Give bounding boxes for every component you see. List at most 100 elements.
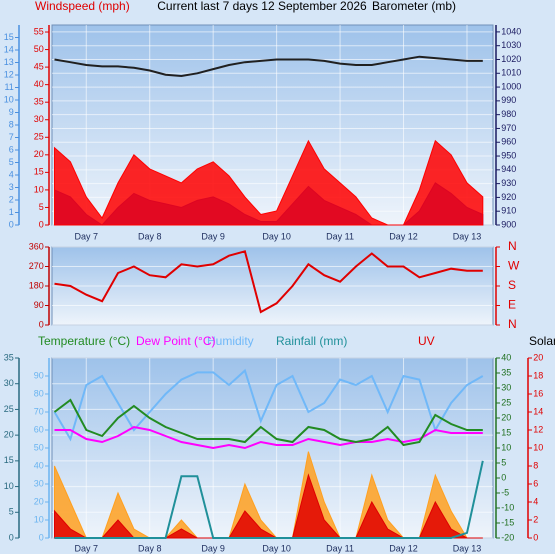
y-tick-label: 10 — [34, 184, 44, 194]
y-tick-label: 15 — [501, 427, 511, 437]
y-tick-label: 14 — [4, 44, 14, 54]
y-tick-label: 25 — [501, 397, 511, 407]
y-tick-label: 8 — [533, 460, 538, 470]
y-tick-label: 1010 — [501, 68, 521, 78]
y-tick-label: 5 — [9, 157, 14, 167]
y-tick-label: 18 — [533, 370, 543, 380]
y-tick-label: 1040 — [501, 26, 521, 36]
y-tick-label: 25 — [34, 132, 44, 142]
y-tick-label: 1030 — [501, 40, 521, 50]
y-tick-label: 30 — [34, 478, 44, 488]
y-tick-label: N — [508, 239, 517, 253]
y-tick-label: N — [508, 317, 517, 331]
y-tick-label: 55 — [34, 26, 44, 36]
y-tick-label: 0 — [533, 532, 538, 542]
y-tick-label: 900 — [501, 219, 516, 229]
y-tick-label: E — [508, 298, 516, 312]
y-tick-label: 10 — [501, 442, 511, 452]
y-tick-label: 5 — [501, 457, 506, 467]
y-tick-label: 30 — [501, 382, 511, 392]
y-tick-label: 10 — [4, 481, 14, 491]
x-tick-label: Day 10 — [262, 231, 291, 241]
y-tick-label: 0 — [39, 219, 44, 229]
y-tick-label: 0 — [39, 319, 44, 329]
y-tick-label: 0 — [9, 219, 14, 229]
legend-label: Dew Point (°C) — [136, 334, 215, 348]
legend-label: Temperature (°C) — [38, 334, 130, 348]
y-tick-label: 5 — [39, 202, 44, 212]
line — [54, 250, 483, 314]
y-tick-label: 920 — [501, 192, 516, 202]
y-tick-label: 2 — [9, 194, 14, 204]
y-tick-label: 2 — [533, 514, 538, 524]
y-tick-label: 25 — [4, 404, 14, 414]
x-tick-label: Day 11 — [326, 543, 354, 553]
y-tick-label: 50 — [34, 44, 44, 54]
y-tick-label: 30 — [4, 378, 14, 388]
y-tick-label: 6 — [533, 478, 538, 488]
y-tick-label: 20 — [4, 430, 14, 440]
y-tick-label: 10 — [533, 442, 543, 452]
y-tick-label: S — [508, 278, 516, 292]
legend-label: Solar — [529, 334, 555, 348]
y-tick-label: 20 — [533, 352, 543, 362]
y-tick-label: 180 — [29, 280, 44, 290]
y-tick-label: -20 — [501, 532, 514, 542]
x-tick-label: Day 7 — [75, 543, 99, 553]
line — [54, 460, 484, 539]
y-tick-label: 970 — [501, 123, 516, 133]
y-tick-label: 1020 — [501, 54, 521, 64]
y-tick-label: 0 — [501, 472, 506, 482]
line — [53, 398, 483, 447]
y-tick-label: 10 — [34, 514, 44, 524]
x-tick-label: Day 8 — [138, 543, 162, 553]
y-tick-label: 9 — [9, 107, 14, 117]
y-tick-label: 45 — [34, 61, 44, 71]
y-tick-label: 3 — [9, 182, 14, 192]
plot-area — [51, 357, 494, 539]
line — [54, 425, 483, 450]
y-tick-label: 7 — [9, 132, 14, 142]
y-tick-label: 5 — [9, 507, 14, 517]
y-tick-label: 40 — [34, 460, 44, 470]
x-tick-label: Day 7 — [75, 231, 99, 241]
y2-axis-label: Barometer (mb) — [372, 0, 456, 13]
y-tick-label: 35 — [501, 367, 511, 377]
y-tick-label: 11 — [4, 82, 13, 92]
x-tick-label: Day 12 — [389, 231, 418, 241]
chart-title: Current last 7 days 12 September 2026 — [157, 0, 367, 13]
y-tick-label: 940 — [501, 164, 516, 174]
y-tick-label: 12 — [533, 424, 543, 434]
y-tick-label: 40 — [501, 352, 511, 362]
y-axis-label: Windspeed (mph) — [35, 0, 130, 13]
legend-label: Humidity — [207, 334, 254, 348]
y-tick-label: 8 — [9, 119, 14, 129]
y-tick-label: 910 — [501, 206, 516, 216]
y-tick-label: 20 — [34, 496, 44, 506]
y-tick-label: 90 — [34, 370, 44, 380]
line — [54, 55, 483, 78]
y-tick-label: 15 — [4, 32, 14, 42]
area — [54, 139, 484, 226]
y-tick-label: 35 — [34, 97, 44, 107]
y-tick-label: 1000 — [501, 81, 521, 91]
y-tick-label: 70 — [34, 406, 44, 416]
y-tick-label: 10 — [4, 94, 14, 104]
y-tick-label: -5 — [501, 487, 509, 497]
y-tick-label: 80 — [34, 388, 44, 398]
y-tick-label: 990 — [501, 95, 516, 105]
x-tick-label: Day 8 — [138, 231, 162, 241]
x-tick-label: Day 10 — [262, 543, 291, 553]
y-tick-label: 1 — [9, 207, 14, 217]
x-tick-label: Day 12 — [389, 543, 418, 553]
y-tick-label: 270 — [29, 261, 44, 271]
legend-label: UV — [418, 334, 435, 348]
x-tick-label: Day 9 — [201, 231, 225, 241]
legend-label: Rainfall (mm) — [276, 334, 347, 348]
y-tick-label: 20 — [34, 149, 44, 159]
x-tick-label: Day 11 — [326, 231, 354, 241]
y-tick-label: 0 — [9, 532, 14, 542]
y-tick-label: 4 — [533, 496, 538, 506]
y-tick-label: 50 — [34, 442, 44, 452]
